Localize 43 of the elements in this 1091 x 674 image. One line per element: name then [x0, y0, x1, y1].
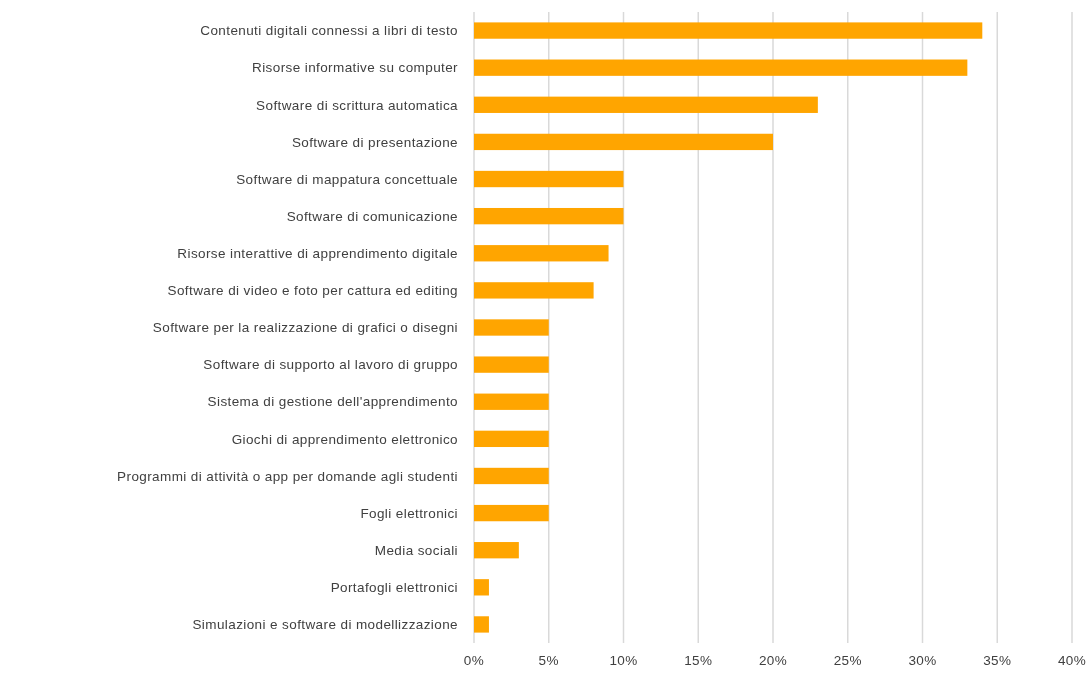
y-tick-label: Programmi di attività o app per domande agli studenti	[117, 468, 458, 484]
bar	[474, 467, 549, 485]
y-tick-label: Risorse informative su computer	[252, 60, 459, 76]
y-tick-label: Software di supporto al lavoro di gruppo	[203, 357, 458, 373]
y-tick-label: Software di video e foto per cattura ed editing	[167, 283, 458, 299]
y-tick-label: Simulazioni e software di modellizzazione	[192, 617, 458, 633]
y-tick-label: Software per la realizzazione di grafici o disegni	[152, 320, 458, 336]
bar	[474, 430, 549, 448]
x-tick-label: 10%	[609, 653, 638, 668]
bar	[474, 245, 609, 262]
y-tick-label: Media sociali	[374, 542, 458, 558]
bar	[474, 170, 624, 188]
bar	[474, 133, 773, 151]
bar	[474, 542, 519, 559]
x-tick-label: 20%	[758, 653, 788, 668]
y-tick-label: Risorse interattive di apprendimento digitale	[177, 245, 458, 261]
y-tick-label: Software di presentazione	[291, 134, 458, 150]
y-tick-label: Software di scrittura automatica	[256, 97, 459, 113]
bar	[474, 319, 549, 336]
y-tick-label: Portafogli elettronici	[330, 580, 458, 596]
bar	[474, 579, 489, 596]
bar	[474, 504, 549, 522]
x-tick-label: 15%	[684, 653, 713, 668]
x-tick-label: 25%	[833, 653, 862, 668]
y-tick-label: Giochi di apprendimento elettronico	[231, 431, 458, 447]
bar	[474, 282, 594, 299]
x-tick-label: 30%	[908, 653, 937, 668]
bar	[474, 96, 818, 113]
y-tick-label: Contenuti digitali connessi a libri di testo	[200, 23, 458, 39]
y-tick-label: Fogli elettronici	[360, 505, 458, 521]
bar	[474, 616, 489, 633]
bar	[474, 22, 983, 39]
y-tick-label: Software di mappatura concettuale	[236, 171, 458, 187]
y-tick-label: Software di comunicazione	[286, 208, 458, 224]
bar	[474, 207, 624, 225]
x-tick-label: 40%	[1057, 653, 1087, 668]
x-tick-label: 0%	[463, 653, 485, 668]
bar	[474, 356, 549, 373]
bar	[474, 393, 549, 410]
y-tick-label: Sistema di gestione dell'apprendimento	[207, 394, 458, 410]
bar	[474, 59, 968, 76]
x-tick-label: 5%	[538, 653, 559, 668]
x-tick-label: 35%	[983, 653, 1012, 668]
